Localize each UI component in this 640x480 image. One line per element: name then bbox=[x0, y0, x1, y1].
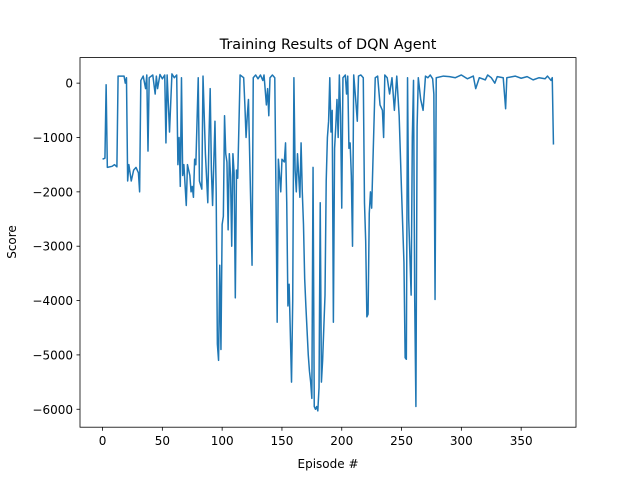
x-tick-label: 250 bbox=[390, 434, 413, 448]
x-tick-label: 100 bbox=[211, 434, 234, 448]
x-tick-label: 350 bbox=[510, 434, 533, 448]
y-tick-label: −6000 bbox=[32, 403, 73, 417]
y-tick-label: −2000 bbox=[32, 185, 73, 199]
x-tick-label: 300 bbox=[450, 434, 473, 448]
y-tick-label: −5000 bbox=[32, 348, 73, 362]
y-tick-label: 0 bbox=[65, 77, 73, 91]
x-tick-label: 0 bbox=[99, 434, 107, 448]
x-axis-label: Episode # bbox=[298, 457, 359, 471]
x-tick-label: 50 bbox=[155, 434, 170, 448]
plot-frame bbox=[79, 57, 577, 428]
x-tick-label: 150 bbox=[270, 434, 293, 448]
y-axis-label: Score bbox=[5, 225, 19, 259]
y-tick-label: −4000 bbox=[32, 294, 73, 308]
score-line bbox=[102, 73, 555, 412]
y-tick-label: −1000 bbox=[32, 131, 73, 145]
x-tick-label: 200 bbox=[330, 434, 353, 448]
y-tick-label: −3000 bbox=[32, 240, 73, 254]
chart-title: Training Results of DQN Agent bbox=[219, 37, 437, 53]
